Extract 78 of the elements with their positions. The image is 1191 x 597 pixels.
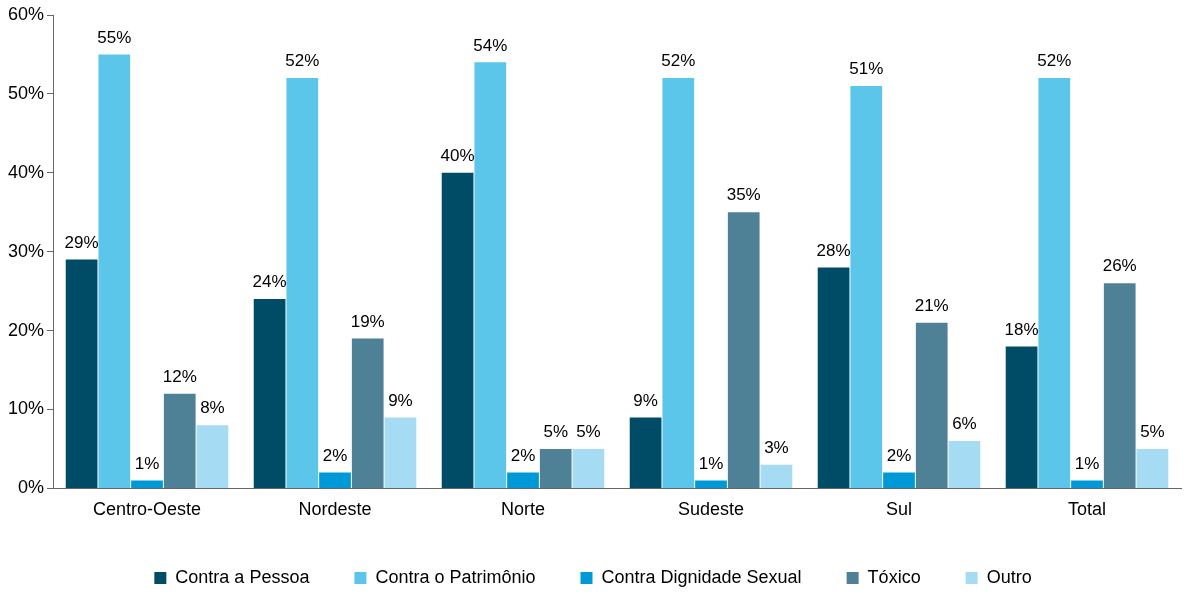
bar [883, 472, 915, 488]
data-label: 12% [162, 366, 197, 386]
bar [539, 448, 572, 488]
data-label: 1% [1074, 453, 1100, 473]
bar [1136, 448, 1169, 488]
data-label: 29% [64, 232, 99, 252]
data-label: 35% [726, 185, 761, 205]
data-label: 52% [285, 51, 320, 71]
data-label: 24% [252, 272, 287, 292]
data-label: 5% [1140, 422, 1165, 442]
bar [253, 299, 286, 488]
data-label: 21% [914, 295, 949, 315]
data-label: 6% [952, 414, 977, 434]
bar [695, 480, 727, 488]
y-tick-label: 20% [8, 319, 45, 340]
data-label: 2% [510, 445, 536, 465]
data-label: 55% [97, 27, 132, 47]
data-label: 52% [1037, 51, 1072, 71]
data-label: 9% [388, 390, 413, 410]
bar [196, 425, 229, 488]
bar [1071, 480, 1103, 488]
data-label: 54% [473, 35, 508, 55]
y-tick-label: 60% [8, 3, 45, 24]
bar [1038, 78, 1071, 488]
data-label: 8% [200, 398, 225, 418]
bar [760, 464, 793, 488]
x-tick-label: Sudeste [677, 499, 745, 520]
bar [1005, 346, 1038, 488]
data-label: 5% [543, 422, 569, 442]
data-label: 2% [322, 445, 348, 465]
bar [319, 472, 351, 488]
data-label: 18% [1004, 319, 1039, 339]
bar [1103, 283, 1136, 488]
bar [727, 212, 760, 488]
data-label: 51% [849, 59, 884, 79]
data-label: 1% [698, 453, 724, 473]
bar [572, 448, 605, 488]
y-tick-label: 0% [18, 477, 45, 498]
legend-label: Tóxico [867, 566, 921, 587]
bar [662, 78, 695, 488]
x-tick-label: Nordeste [298, 499, 372, 520]
x-tick-label: Total [1067, 499, 1107, 520]
bar [441, 172, 474, 488]
data-label: 3% [764, 437, 789, 457]
data-label: 40% [440, 145, 475, 165]
x-tick-label: Centro-Oeste [93, 499, 202, 520]
x-tick-label: Sul [886, 499, 913, 520]
bar [817, 267, 850, 488]
legend-label: Contra o Patrimônio [375, 566, 536, 587]
legend-label: Contra Dignidade Sexual [601, 566, 802, 587]
legend-label: Outro [986, 566, 1032, 587]
y-tick-label: 50% [8, 82, 45, 103]
bar [163, 393, 196, 488]
bar [131, 480, 163, 488]
bar [351, 338, 384, 488]
x-tick-label: Norte [501, 499, 546, 520]
legend-label: Contra a Pessoa [175, 566, 311, 587]
data-label: 26% [1102, 256, 1137, 276]
data-label: 19% [350, 311, 385, 331]
data-label: 9% [633, 390, 658, 410]
data-label: 52% [661, 51, 696, 71]
y-tick-label: 10% [8, 398, 45, 419]
bar [507, 472, 539, 488]
data-label: 28% [816, 240, 851, 260]
y-tick-label: 40% [8, 161, 45, 182]
bar [915, 322, 948, 488]
bar [948, 441, 981, 488]
data-label: 2% [886, 445, 912, 465]
bar [384, 417, 417, 488]
data-label: 1% [134, 453, 160, 473]
bar [850, 86, 883, 488]
bar [286, 78, 319, 488]
y-tick-label: 30% [8, 240, 45, 261]
bar [65, 259, 98, 488]
data-label: 5% [576, 422, 601, 442]
bar [629, 417, 662, 488]
bar [474, 62, 507, 488]
bar [98, 54, 131, 488]
